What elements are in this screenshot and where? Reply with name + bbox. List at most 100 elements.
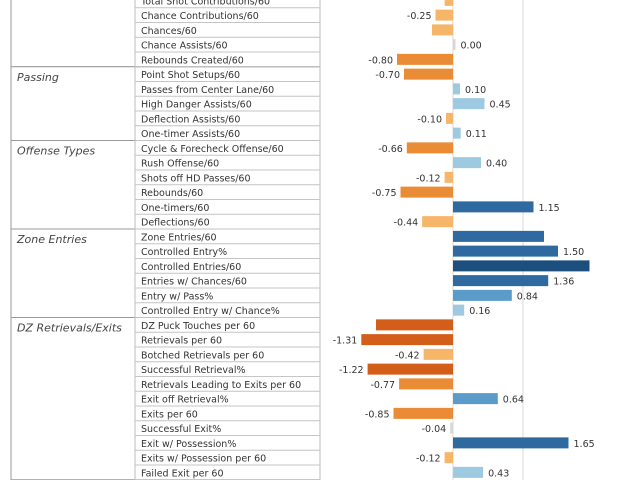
bar: [453, 230, 544, 242]
bar: [453, 127, 461, 139]
value-label: 0.43: [488, 468, 509, 479]
row-label: Point Shot Setups/60: [141, 70, 240, 81]
chart-row: Exit off Retrieval% 0.64: [134, 390, 524, 407]
row-label: DZ Puck Touches per 60: [141, 321, 255, 332]
chart-row: Chance Assists/60 0.00: [134, 36, 482, 53]
chart-row: Rebounds/60 -0.75: [134, 184, 453, 200]
chart-row: One-timers/60 1.15: [134, 199, 560, 215]
value-label: 0.64: [503, 395, 524, 406]
value-label: 1.36: [553, 277, 574, 288]
group-label-cell: [10, 0, 136, 68]
bar: [435, 9, 453, 21]
row-label: Exit w/ Possession%: [141, 439, 236, 450]
row-group: Zone Entries Zone Entries/60 Controlled En…: [16, 228, 590, 318]
row-label: Exit off Retrieval%: [141, 395, 229, 406]
row-label: Controlled Entry%: [141, 247, 227, 258]
bar: [444, 0, 453, 6]
value-label: -0.77: [371, 380, 396, 391]
row-label: Exits w/ Possession per 60: [141, 454, 266, 465]
chart-row: Rush Offense/60 0.40: [134, 154, 507, 171]
chart-rows: Total Shot Contributions/60 Chance Contri…: [16, 0, 595, 480]
group-label-cell: [10, 228, 136, 318]
group-label-cell: [10, 66, 136, 141]
row-label: Controlled Entry w/ Chance%: [141, 306, 280, 317]
bar: [423, 348, 453, 360]
row-label: Exits per 60: [141, 409, 198, 420]
value-label: -0.70: [375, 70, 400, 81]
row-label: One-timer Assists/60: [141, 129, 240, 140]
bar: [453, 393, 498, 405]
bar: [453, 437, 569, 449]
row-label: One-timers/60: [141, 203, 209, 214]
row-label: Chances/60: [141, 26, 197, 37]
value-label: -0.12: [416, 454, 441, 465]
chart-row: Shots off HD Passes/60 -0.12: [134, 169, 453, 186]
value-label: -0.44: [394, 218, 419, 229]
chart-row: Retrievals Leading to Exits per 60 -0.77: [134, 376, 453, 392]
chart-row: High Danger Assists/60 0.45: [134, 95, 511, 112]
row-label: Total Shot Contributions/60: [140, 0, 270, 7]
bar: [446, 112, 453, 124]
group-label: Zone Entries: [16, 233, 87, 246]
group-label: Offense Types: [17, 145, 95, 158]
value-label: -0.80: [368, 55, 393, 66]
bar: [444, 171, 453, 183]
bar: [453, 275, 549, 287]
chart-row: Passes from Center Lane/60 0.10: [134, 81, 486, 97]
value-label: 0.16: [469, 306, 490, 317]
row-label: Rush Offense/60: [141, 159, 219, 170]
bar: [367, 363, 453, 375]
bar: [393, 407, 453, 419]
bar: [406, 142, 453, 154]
chart-row: Chances/60: [134, 22, 453, 38]
value-label: 1.15: [539, 203, 560, 214]
chart-row: One-timer Assists/60 0.11: [134, 125, 487, 141]
chart-row: Successful Exit% -0.04: [134, 420, 453, 436]
row-label: Retrievals Leading to Exits per 60: [141, 380, 301, 391]
value-label: -0.04: [422, 424, 447, 435]
bar: [453, 98, 485, 110]
chart-row: Point Shot Setups/60 -0.70: [134, 66, 453, 82]
chart-row: Zone Entries/60: [134, 228, 544, 245]
row-label: Successful Exit%: [141, 424, 221, 435]
bar: [453, 157, 481, 169]
value-label: -0.66: [378, 144, 403, 155]
row-label: Failed Exit per 60: [141, 468, 224, 479]
chart-row: Exits w/ Possession per 60 -0.12: [134, 449, 453, 466]
value-label: 0.11: [466, 129, 487, 140]
chart-row: Cycle & Forecheck Offense/60 -0.66: [134, 140, 453, 156]
row-label: Deflection Assists/60: [141, 114, 240, 125]
row-label: Chance Assists/60: [141, 41, 228, 52]
row-group: DZ Retrievals/Exits DZ Puck Touches per 6…: [17, 317, 595, 480]
bar: [453, 466, 484, 478]
row-label: Chance Contributions/60: [141, 11, 259, 22]
bar: [453, 289, 512, 301]
row-label: Deflections/60: [141, 218, 210, 229]
chart-row: Total Shot Contributions/60: [134, 0, 453, 9]
row-label: Successful Retrieval%: [141, 365, 246, 376]
chart-frame: [10, 0, 321, 480]
bar: [361, 334, 453, 346]
bar: [422, 216, 453, 228]
value-label: 1.50: [563, 247, 584, 258]
value-label: 0.45: [490, 100, 511, 111]
bar: [397, 53, 453, 65]
row-label: Botched Retrievals per 60: [141, 350, 264, 361]
row-group: Total Shot Contributions/60 Chance Contri…: [134, 0, 482, 68]
row-label: Rebounds Created/60: [141, 55, 244, 66]
bar: [453, 260, 590, 272]
bar: [453, 304, 465, 316]
chart-row: Entries w/ Chances/60 1.36: [134, 272, 574, 289]
chart-row: Deflections/60 -0.44: [134, 213, 453, 230]
chart-row: Controlled Entries/60: [134, 258, 590, 274]
value-label: 0.10: [465, 85, 486, 96]
bar: [399, 378, 453, 390]
bar: [376, 319, 453, 331]
value-label: 1.65: [574, 439, 595, 450]
value-label: -0.85: [365, 409, 390, 420]
value-label: 0.40: [486, 159, 507, 170]
bar: [450, 422, 453, 434]
row-label: Controlled Entries/60: [141, 262, 241, 273]
